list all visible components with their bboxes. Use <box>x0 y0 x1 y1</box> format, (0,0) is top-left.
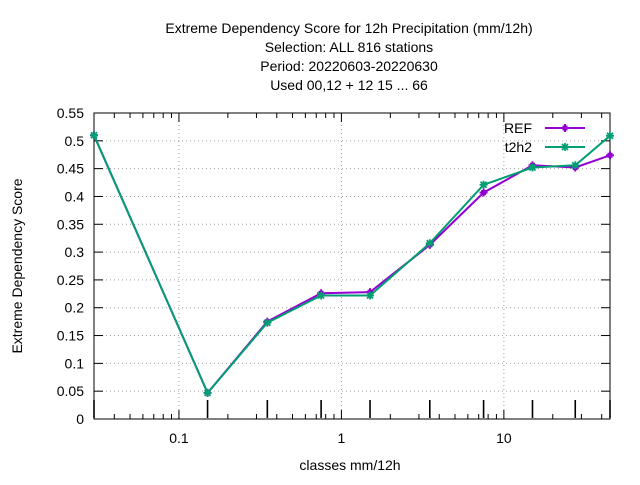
series-line <box>93 134 611 395</box>
title-line-2: Selection: ALL 816 stations <box>265 39 433 55</box>
title-line-3: Period: 20220603-20220630 <box>260 58 438 74</box>
y-axis-label: Extreme Dependency Score <box>9 178 25 353</box>
marker-d2 <box>571 161 579 169</box>
y-tick-label: 0.35 <box>57 216 84 232</box>
y-tick-label: 0.1 <box>65 355 85 371</box>
title-line-1: Extreme Dependency Score for 12h Precipi… <box>165 20 532 36</box>
marker-core <box>562 125 568 131</box>
data-point <box>479 188 488 197</box>
legend-item: REF <box>504 120 585 136</box>
data-point <box>203 388 212 397</box>
legend-label: t2h2 <box>505 139 532 155</box>
marker-d2 <box>317 291 325 300</box>
legend: REF t2h2 <box>504 120 585 155</box>
data-point <box>606 151 614 160</box>
marker-d2 <box>426 239 434 247</box>
data-point <box>528 163 537 172</box>
y-tick-label: 0.45 <box>57 161 84 177</box>
data-point <box>317 291 326 300</box>
chart-title: Extreme Dependency Score for 12h Precipi… <box>165 20 532 93</box>
x-tick-label: 10 <box>496 430 512 446</box>
data-point <box>425 239 434 248</box>
plot-frame <box>93 112 611 420</box>
data-point <box>606 131 614 140</box>
y-tick-label: 0.5 <box>65 133 85 149</box>
legend-label: REF <box>504 120 532 136</box>
data-point <box>263 318 272 327</box>
y-tick-label: 0.4 <box>65 188 85 204</box>
x-tick-label: 0.1 <box>169 430 189 446</box>
y-tick-label: 0.25 <box>57 272 84 288</box>
y-tick-label: 0 <box>76 411 84 427</box>
marker-d2 <box>561 143 569 151</box>
series-ref <box>90 131 614 397</box>
marker-d2 <box>606 132 614 140</box>
x-axis-ticks: 0.1 1 10 <box>93 113 611 446</box>
marker-core <box>481 190 487 196</box>
marker-d2 <box>366 291 374 300</box>
marker-core <box>607 152 613 158</box>
data-point <box>479 180 488 189</box>
y-axis-ticks: 0 0.05 0.1 0.15 0.2 0.25 0.3 0.35 0.4 0.45 0.5 0.55 <box>57 105 610 427</box>
marker-d2 <box>263 319 271 327</box>
y-tick-label: 0.55 <box>57 105 84 121</box>
x-axis-label: classes mm/12h <box>299 457 400 473</box>
series <box>90 131 614 397</box>
data-point <box>90 131 98 140</box>
y-tick-label: 0.15 <box>57 328 84 344</box>
marker-d2 <box>90 131 98 139</box>
x-tick-label: 1 <box>338 430 346 446</box>
data-point <box>366 291 375 300</box>
series-t2h2 <box>90 131 614 397</box>
legend-item: t2h2 <box>505 139 585 155</box>
marker-d2 <box>479 181 488 189</box>
marker-d2 <box>203 389 212 397</box>
data-point <box>571 161 580 170</box>
series-line <box>93 134 611 395</box>
y-tick-label: 0.3 <box>65 244 85 260</box>
grid <box>94 113 610 419</box>
title-line-4: Used 00,12 + 12 15 ... 66 <box>270 77 428 93</box>
y-tick-label: 0.2 <box>65 300 85 316</box>
y-tick-label: 0.05 <box>57 383 84 399</box>
marker-d2 <box>528 163 537 172</box>
